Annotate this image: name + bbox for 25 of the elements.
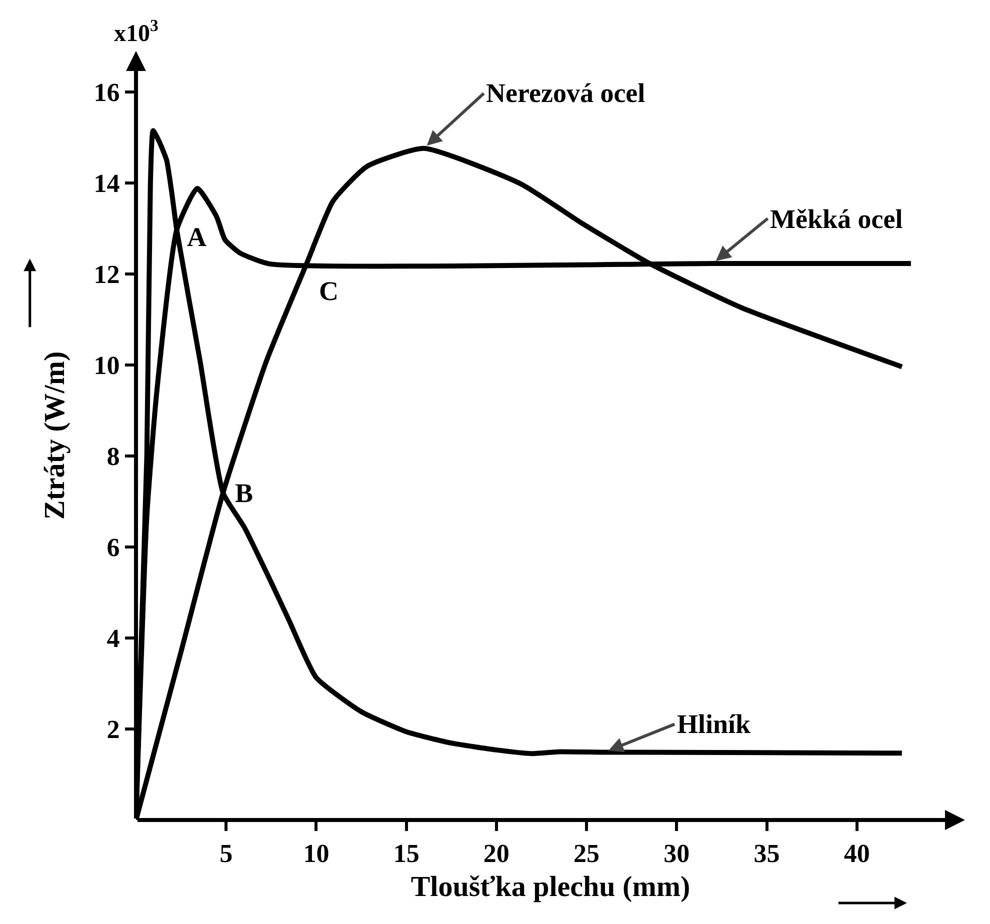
y-axis-title: Ztráty (W/m) xyxy=(39,351,72,520)
x-tick-label: 40 xyxy=(844,839,870,868)
y-tick-label: 12 xyxy=(94,260,120,290)
y-tick-label: 2 xyxy=(106,715,120,744)
y-tick-label: 6 xyxy=(106,533,120,562)
x-tick-label: 20 xyxy=(483,839,510,868)
x-tick-label: 30 xyxy=(664,839,690,868)
text: Nerezová ocel xyxy=(486,78,646,108)
series-label: Měkká ocel xyxy=(770,204,904,234)
series-label: Hliník xyxy=(677,709,751,739)
y-tick-label: 14 xyxy=(94,169,120,198)
annotation: C xyxy=(319,276,338,306)
y-tick-label: 4 xyxy=(106,624,120,654)
annotation: A xyxy=(187,222,207,252)
x-tick-label: 10 xyxy=(303,839,330,868)
x-tick-label: 5 xyxy=(220,839,233,868)
text: x10$^{3}$ xyxy=(114,16,158,48)
x-axis-title: Tloušťka plechu (mm) xyxy=(410,871,690,903)
y-tick-label: 8 xyxy=(106,442,120,472)
y-tick-label: 16 xyxy=(94,78,120,108)
x-tick-label: 25 xyxy=(574,839,600,868)
y-tick-label: 10 xyxy=(94,351,120,380)
x-tick-label: 15 xyxy=(393,839,420,868)
annotation: B xyxy=(235,478,254,508)
x-tick-label: 35 xyxy=(754,839,780,868)
